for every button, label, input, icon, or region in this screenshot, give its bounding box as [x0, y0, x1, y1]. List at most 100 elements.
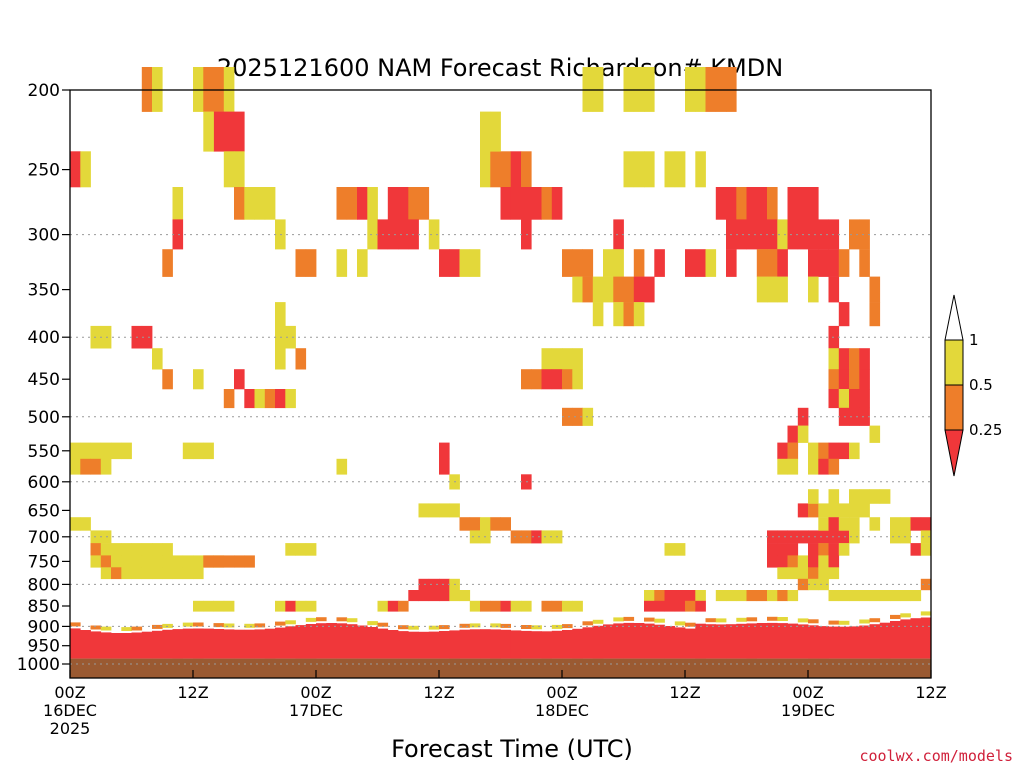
ri-cell: [70, 517, 81, 531]
ri-cell: [838, 517, 850, 531]
ri-cell: [193, 567, 204, 580]
ri-cell: [818, 458, 829, 475]
boundary-layer-cell: [490, 629, 501, 659]
ri-cell: [818, 578, 829, 591]
ri-cell: [295, 348, 307, 370]
ri-cell: [736, 590, 747, 602]
boundary-layer-cell: [654, 624, 665, 659]
ri-cell: [849, 219, 860, 250]
ri-cell: [398, 600, 409, 612]
ri-cell: [849, 489, 860, 504]
ri-cell: [377, 600, 389, 612]
ri-cell: [80, 442, 91, 460]
boundary-layer-edge-cell: [193, 622, 204, 627]
boundary-layer-cell: [449, 630, 460, 659]
ri-cell: [787, 530, 799, 544]
boundary-layer-edge-cell: [592, 619, 604, 624]
ri-cell: [849, 407, 860, 426]
boundary-layer-edge-cell: [920, 611, 932, 616]
ri-cell: [90, 555, 102, 568]
ri-cell: [111, 543, 122, 556]
ri-cell: [80, 517, 91, 531]
ri-cell: [756, 219, 768, 250]
ri-cell: [244, 389, 255, 409]
y-tick-label: 650: [28, 501, 60, 521]
ri-cell: [490, 111, 501, 152]
ri-cell: [551, 600, 563, 612]
boundary-layer-edge-cell: [623, 616, 635, 621]
ri-cell: [541, 530, 553, 544]
ri-cell: [367, 187, 378, 220]
boundary-layer-cell: [828, 626, 840, 659]
ri-cell: [562, 407, 573, 426]
ri-cell: [767, 276, 778, 303]
ri-cell: [152, 567, 163, 580]
boundary-layer-cell: [685, 628, 696, 659]
ri-cell: [295, 600, 307, 612]
ri-cell: [818, 567, 829, 580]
ri-cell: [541, 369, 553, 390]
ri-cell: [521, 369, 532, 390]
ri-cell: [838, 442, 850, 460]
y-tick-label: 550: [28, 442, 60, 462]
ri-cell: [633, 249, 645, 277]
ri-cell: [920, 517, 932, 531]
boundary-layer-edge-cell: [746, 617, 758, 622]
ri-cell: [90, 442, 102, 460]
ri-cell: [70, 458, 81, 475]
ri-cell: [469, 530, 481, 544]
boundary-layer-cell: [418, 631, 430, 659]
boundary-layer-edge-cell: [90, 625, 102, 630]
ri-cell: [695, 590, 706, 602]
boundary-layer-edge-cell: [285, 620, 296, 625]
ri-cell: [295, 543, 307, 556]
ri-cell: [254, 389, 266, 409]
boundary-layer-edge-cell: [582, 621, 594, 626]
ri-cell: [152, 555, 163, 568]
boundary-layer-edge-cell: [346, 618, 358, 623]
boundary-layer-cell: [367, 627, 378, 659]
ri-cell: [726, 187, 737, 220]
ri-cell: [131, 567, 143, 580]
boundary-layer-cell: [869, 624, 881, 659]
ri-cell: [920, 578, 932, 591]
boundary-layer-cell: [582, 627, 594, 659]
ri-cell: [787, 219, 799, 250]
credit-text[interactable]: coolwx.com/models: [859, 747, 1013, 765]
ri-cell: [859, 389, 870, 409]
ri-cell: [500, 517, 511, 531]
boundary-layer-cell: [326, 623, 337, 659]
ri-cell: [203, 555, 214, 568]
ri-cell: [418, 503, 430, 518]
ri-cell: [910, 543, 922, 556]
boundary-layer-cell: [162, 629, 173, 659]
ri-cell: [838, 369, 850, 390]
legend-swatch-below-0.25: [944, 429, 964, 477]
boundary-layer-cell: [70, 628, 81, 659]
ri-cell: [480, 111, 491, 152]
ri-cell: [387, 187, 399, 220]
legend-label: 1: [969, 331, 979, 349]
below-ground: [70, 658, 931, 678]
ri-cell: [121, 555, 132, 568]
ri-cell: [664, 543, 676, 556]
ri-cell: [203, 111, 214, 152]
ri-cell: [869, 302, 881, 327]
x-tick-label: 19DEC: [781, 701, 835, 720]
ri-cell: [572, 249, 583, 277]
boundary-layer-cell: [111, 633, 122, 659]
boundary-layer-edge-cell: [439, 625, 450, 630]
legend-swatch-0.5-1: [944, 339, 964, 386]
ri-cell: [131, 543, 143, 556]
boundary-layer-cell: [254, 629, 266, 659]
boundary-layer-cell: [408, 631, 419, 659]
ri-cell: [193, 442, 204, 460]
ri-cell: [592, 302, 604, 327]
ri-cell: [613, 249, 624, 277]
boundary-layer-edge-cell: [398, 625, 409, 630]
ri-cell: [572, 600, 583, 612]
y-tick-label: 250: [28, 161, 60, 181]
ri-cell: [818, 543, 829, 556]
ri-cell: [275, 302, 286, 327]
ri-cell: [869, 276, 881, 303]
